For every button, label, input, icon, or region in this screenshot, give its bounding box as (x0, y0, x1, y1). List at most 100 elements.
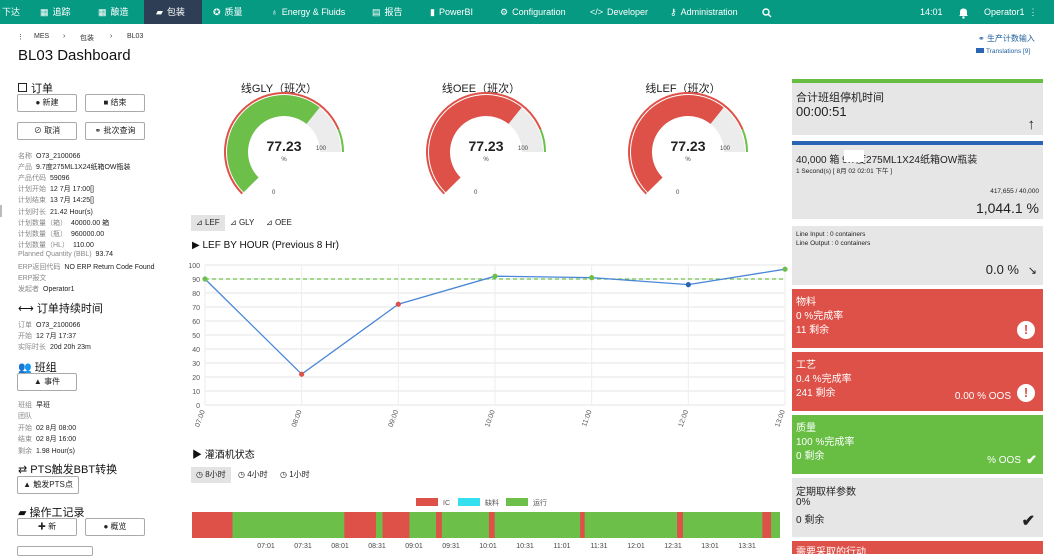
timeline-segment (494, 512, 581, 538)
gauge-value: 77.23 (468, 138, 504, 154)
user-menu[interactable]: Operator1 ⋮ (984, 0, 1054, 24)
plus-icon: ✚ (37, 522, 49, 531)
nav-item-developer[interactable]: </> Developer (590, 0, 648, 24)
production-count-label: 生产计数输入 (986, 34, 1035, 43)
trigger-pts-button[interactable]: ▲ 触发PTS点 (17, 476, 79, 494)
tab-1h[interactable]: ◷ 1小时 (275, 467, 315, 483)
gauge-max: 100 (518, 146, 529, 152)
translations-link[interactable]: Translations [9] (976, 48, 1030, 55)
tab-8h[interactable]: ◷ 8小时 (191, 467, 231, 483)
timeline-segment (436, 512, 442, 538)
batch-query-button[interactable]: ⚭ 批次查询 (85, 122, 145, 140)
lef-chart: 0 10 20 30 40 50 60 70 80 90 100 07:00 08:00 09:00 10:… (188, 263, 788, 428)
data-point (492, 273, 498, 279)
tab-oee[interactable]: ⊿ OEE (261, 215, 297, 231)
field-value: 21.42 Hour(s) (50, 209, 93, 216)
field-value: Operator1 (43, 286, 75, 293)
timeline-tick: 11:31 (591, 543, 608, 550)
gauge-value: 77.23 (266, 138, 302, 154)
nav-item-brewing[interactable]: ▦ 酿造 (98, 0, 143, 24)
key-icon: ⚷ (670, 7, 677, 17)
timeline-tick: 07:31 (294, 543, 312, 550)
field-key: 计划数量（瓶） (18, 231, 67, 238)
gauge-band-green (337, 129, 344, 152)
timeline-tick: 10:01 (479, 543, 497, 550)
timeline-segment (192, 512, 233, 538)
tab-lef[interactable]: ⊿ LEF (191, 215, 225, 231)
nav-item-tracking[interactable]: ▦ 追踪 (40, 0, 80, 24)
field-key: 实际时长 (18, 344, 46, 351)
field-key: 产品代码 (18, 175, 46, 182)
gauge-unit: % (281, 157, 287, 163)
shift-field: 团队 (18, 411, 36, 421)
field-key: 剩余 (18, 448, 32, 455)
quality-oos: % OOS (987, 455, 1021, 466)
gauge-band-red (426, 92, 542, 195)
notifications[interactable] (958, 0, 972, 24)
btn-label: 新 (48, 522, 57, 531)
tab-label: LEF (204, 218, 220, 227)
field-key: 团队 (18, 413, 32, 420)
line-output: Line Output : 0 containers (796, 240, 871, 247)
tab-label: 8小时 (205, 470, 226, 479)
field-value: 12 7月 17:00[] (50, 186, 94, 193)
order-field: 计划结束 13 7月 14:25[] (18, 195, 94, 205)
chart-title-text: LEF BY HOUR (Previous 8 Hr) (202, 240, 339, 251)
gauge-value: 77.23 (670, 138, 706, 154)
action-title: 需要采取的行动 (796, 547, 866, 554)
x-tick-label: 09:00 (388, 409, 401, 428)
arrows-h-icon: ⟷ (18, 303, 37, 315)
cancel-order-button[interactable]: ⊘ 取消 (17, 122, 77, 140)
nav-item-reports[interactable]: ▤ 报告 (372, 0, 412, 24)
nav-item-powerbi[interactable]: ▮ PowerBI (430, 0, 485, 24)
btn-label: 取消 (44, 126, 61, 135)
timeline-tick: 08:31 (368, 543, 386, 550)
nav-item-administration[interactable]: ⚷ Administration (670, 0, 742, 24)
shift-field: 剩余 1.98 Hour(s) (18, 446, 75, 456)
breadcrumb-packaging[interactable]: 包装 (80, 35, 94, 42)
breadcrumb-menu-icon[interactable]: ⋮ (17, 34, 24, 41)
pts-section-title: ⇄ PTS触发BBT转换 (18, 461, 117, 477)
new-order-button[interactable]: ● 新建 (17, 94, 77, 112)
gauge-max: 100 (316, 146, 327, 152)
btn-label: 事件 (44, 377, 61, 386)
gauge-band-green (539, 129, 546, 152)
gauge-min: 0 (676, 190, 680, 196)
trend-down-icon: ↘ (1027, 265, 1037, 277)
more-button[interactable] (17, 546, 93, 556)
nav-item-release[interactable]: 下达 (0, 0, 22, 24)
tab-gly[interactable]: ⊿ GLY (225, 215, 259, 231)
sampling-remaining: 0 剩余 (796, 515, 825, 526)
gauges (224, 92, 748, 195)
tab-4h[interactable]: ◷ 4小时 (233, 467, 273, 483)
stop-icon: ■ (103, 98, 111, 107)
finish-order-button[interactable]: ■ 结束 (85, 94, 145, 112)
field-key: 计划数量（HL） (18, 242, 69, 249)
nav-item-quality[interactable]: ✪ 质量 (213, 0, 258, 24)
nav-item-energy[interactable]: ♁ Energy & Fluids (271, 0, 351, 24)
order-field: ERP返回代码 NO ERP Return Code Found (18, 262, 155, 272)
shift-title: 班组 (34, 362, 57, 374)
breadcrumb-sep: › (110, 33, 113, 40)
order-field: 名称 O73_2100066 (18, 151, 80, 161)
field-key: 计划数量（箱） (18, 220, 67, 227)
production-count-link[interactable]: ⚭ 生产计数输入 (978, 33, 1035, 44)
overview-button[interactable]: ● 概览 (85, 518, 145, 536)
new-log-button[interactable]: ✚ 新 (17, 518, 77, 536)
cog-icon: ⚙ (500, 7, 509, 17)
nav-item-packaging[interactable]: ▰ 包装 (144, 0, 202, 24)
btn-label: 概览 (110, 522, 127, 531)
shift-field: 结束 02 8月 16:00 (18, 434, 76, 444)
arrow-up-icon: ↑ (1027, 116, 1036, 133)
filler-title-text: 灌酒机状态 (204, 450, 255, 461)
order-field: 计划数量（箱） 40000.00 箱 (18, 218, 109, 228)
event-button[interactable]: ▲ 事件 (17, 373, 77, 391)
field-key: 结束 (18, 436, 32, 443)
table-icon: ▦ (40, 7, 49, 17)
field-key: ERP报文 (18, 275, 47, 282)
clock-icon: ◷ (280, 470, 290, 479)
nav-search[interactable] (762, 0, 776, 24)
nav-item-configuration[interactable]: ⚙ Configuration (500, 0, 572, 24)
y-tick-label: 40 (192, 347, 200, 354)
breadcrumb-mes[interactable]: MES (34, 33, 50, 40)
